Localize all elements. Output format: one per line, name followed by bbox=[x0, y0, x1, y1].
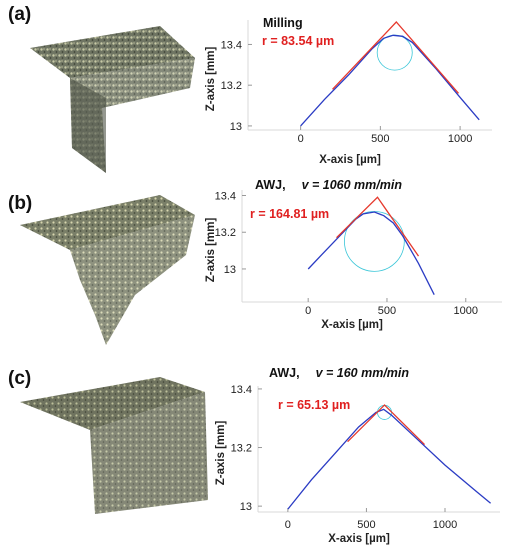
y-tick-label: 13.4 bbox=[231, 384, 252, 396]
panel-a-chart: 13 13.2 13.4 0 500 1000 X-axis [µm] Z-axis [mm] bbox=[205, 20, 492, 166]
x-tick-label: 1000 bbox=[454, 305, 478, 317]
x-tick-label: 0 bbox=[285, 519, 291, 531]
y-axis-title: Z-axis [mm] bbox=[205, 47, 217, 112]
panel-b-label: (b) bbox=[8, 193, 33, 214]
y-axis-title: Z-axis [mm] bbox=[215, 421, 227, 486]
y-tick-label: 13.2 bbox=[221, 80, 242, 92]
panel-b-chart: 13 13.2 13.4 0 500 1000 X-axis [µm] Z-axis [mm] bbox=[205, 190, 502, 331]
panel-c-surface-image bbox=[20, 377, 208, 514]
panel-c-label: (c) bbox=[8, 368, 32, 389]
panel-b-title: AWJ, v = 1060 mm/min bbox=[255, 178, 402, 192]
panel-a-title: Milling bbox=[263, 16, 303, 30]
x-axis-title: X-axis [µm] bbox=[319, 154, 381, 166]
y-tick-label: 13 bbox=[240, 501, 252, 513]
fit-line bbox=[347, 404, 426, 446]
panel-b-radius: r = 164.81 µm bbox=[250, 207, 330, 221]
x-axis-title: X-axis [µm] bbox=[328, 533, 390, 545]
y-tick-label: 13 bbox=[230, 121, 242, 133]
profile-line bbox=[287, 408, 492, 510]
y-axis-title: Z-axis [mm] bbox=[205, 218, 217, 283]
panel-a-label: (a) bbox=[8, 4, 32, 25]
x-tick-label: 1000 bbox=[448, 133, 472, 145]
panel-a-radius: r = 83.54 µm bbox=[262, 34, 335, 48]
x-tick-label: 500 bbox=[357, 519, 375, 531]
profile-line bbox=[300, 34, 480, 127]
fit-line bbox=[336, 196, 420, 257]
panel-c-chart: 13 13.2 13.4 0 500 1000 X-axis [µm] Z-axis [mm] bbox=[215, 384, 500, 545]
y-tick-label: 13.4 bbox=[215, 191, 236, 203]
x-tick-label: 500 bbox=[371, 133, 389, 145]
panel-c-title: AWJ, v = 160 mm/min bbox=[269, 366, 410, 380]
profile-line bbox=[307, 211, 435, 295]
x-tick-label: 0 bbox=[305, 305, 311, 317]
x-tick-label: 0 bbox=[298, 133, 304, 145]
panel-c-radius: r = 65.13 µm bbox=[278, 398, 351, 412]
y-tick-label: 13.2 bbox=[215, 227, 236, 239]
x-axis-title: X-axis [µm] bbox=[321, 319, 383, 331]
x-tick-label: 1000 bbox=[433, 519, 457, 531]
y-tick-label: 13.4 bbox=[221, 39, 242, 51]
x-tick-label: 500 bbox=[378, 305, 396, 317]
y-tick-label: 13.2 bbox=[231, 443, 252, 455]
fit-circle bbox=[376, 34, 413, 71]
panel-a-surface-image bbox=[30, 26, 195, 173]
fit-line bbox=[332, 21, 459, 94]
panel-b-surface-image bbox=[20, 195, 195, 345]
fit-circle bbox=[377, 404, 392, 420]
y-tick-label: 13 bbox=[224, 264, 236, 276]
